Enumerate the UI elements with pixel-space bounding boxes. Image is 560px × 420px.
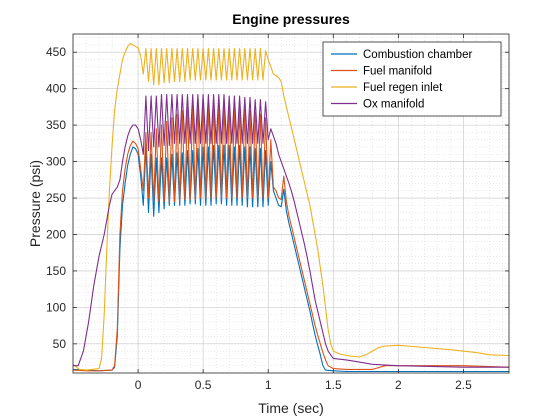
y-axis-ticks: 50 100 150 200 250 300 350 400 450 [46,45,509,351]
y-tick-label: 300 [46,155,66,169]
y-tick-label: 150 [46,264,66,278]
x-axis-ticks: 0 0.5 1 1.5 2 2.5 [135,34,472,392]
series-line-ox-manifold [73,93,509,368]
x-tick-label: 1 [265,378,272,392]
series-line-fuel-manifold [73,101,509,372]
y-tick-label: 350 [46,118,66,132]
chart-title: Engine pressures [232,11,350,27]
series-layer [73,42,509,373]
legend-label: Fuel manifold [363,66,432,78]
x-tick-label: 2.5 [455,378,472,392]
x-tick-label: 1.5 [325,378,342,392]
series-line-combustion-chamber [73,144,509,373]
x-axis-label: Time (sec) [258,400,324,416]
y-tick-label: 50 [53,337,67,351]
legend: Combustion chamber Fuel manifold Fuel rege… [322,41,502,117]
x-tick-label: 0 [135,378,142,392]
plot-frame [72,33,510,374]
y-tick-label: 250 [46,191,66,205]
x-tick-label: 0.5 [195,378,212,392]
y-axis-label: Pressure (psi) [27,160,43,247]
legend-label: Fuel regen inlet [363,82,443,94]
legend-label: Combustion chamber [363,49,472,61]
series-line-fuel-regen-inlet [73,42,509,371]
y-tick-label: 400 [46,82,66,96]
y-tick-label: 200 [46,227,66,241]
y-tick-label: 100 [46,300,66,314]
y-tick-label: 450 [46,45,66,59]
x-tick-label: 2 [395,378,402,392]
legend-label: Ox manifold [363,99,424,111]
